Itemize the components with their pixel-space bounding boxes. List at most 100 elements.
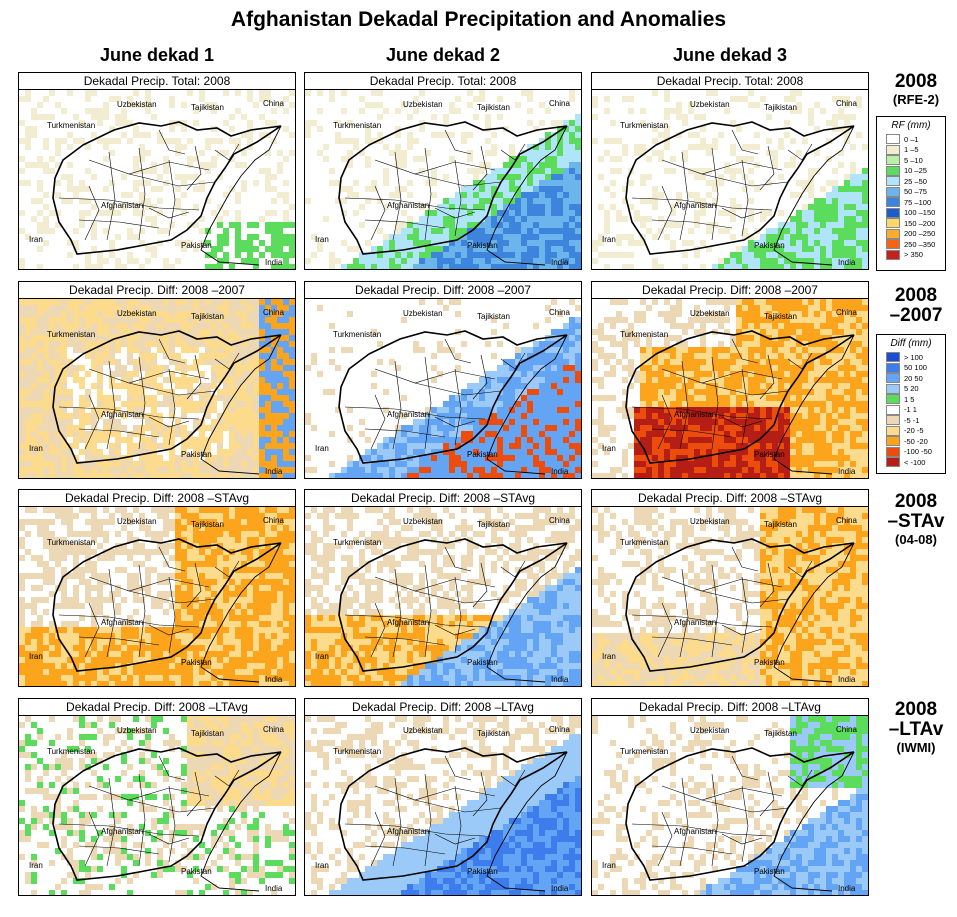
panel-title: Dekadal Precip. Diff: 2008 –STAvg [305,490,581,507]
place-label-india: India [265,467,283,476]
difference-legend-entry: < -100 [877,457,945,468]
rainfall-legend-swatch [886,218,900,229]
province-boundary [701,173,789,187]
place-label-pakistan: Pakistan [467,658,498,667]
province-boundary [78,219,160,229]
place-label-china: China [836,516,857,525]
province-boundary [214,352,240,370]
place-label-iran: Iran [29,235,43,244]
place-label-india: India [265,884,283,893]
place-label-turkmenistan: Turkmenistan [333,538,382,547]
province-boundary [661,368,783,384]
place-label-india: India [838,258,856,267]
place-label-afghanistan: Afghanistan [387,618,430,627]
place-label-uzbekistan: Uzbekistan [690,100,730,109]
province-boundary [344,823,486,837]
province-boundary [500,352,526,370]
rainfall-legend-label: 100 –150 [904,208,936,218]
place-label-afghanistan: Afghanistan [674,827,717,836]
rainfall-legend-entry: 10 –25 [877,165,945,177]
rainfall-legend-entry: > 350 [877,249,945,261]
place-label-iran: Iran [602,652,616,661]
province-boundary [424,356,432,450]
province-boundary [424,564,432,658]
place-label-india: India [838,675,856,684]
province-boundary [78,845,160,855]
raster-field [19,716,295,895]
place-label-china: China [549,725,570,734]
province-boundary [364,219,446,229]
panel-title: Dekadal Precip. Diff: 2008 –2007 [592,282,868,299]
rainfall-legend: RF (mm) 0 –1 1 –5 5 –10 10 –25 25 –50 50 –75 7… [876,116,946,271]
panel-title: Dekadal Precip. Diff: 2008 –LTAvg [592,699,868,716]
precipitation-map [19,90,295,269]
afghanistan-border [338,538,568,672]
province-boundary [84,602,100,658]
place-label-india: India [551,467,569,476]
afghanistan-border [52,538,282,672]
province-boundary [444,338,472,364]
place-label-iran: Iran [29,652,43,661]
rainfall-legend-label: 5 –10 [904,155,923,165]
province-boundary [679,360,689,450]
province-boundary [787,769,813,787]
place-label-uzbekistan: Uzbekistan [403,309,443,318]
precipitation-map [592,716,868,895]
place-label-uzbekistan: Uzbekistan [403,100,443,109]
province-boundary [444,755,472,781]
place-label-uzbekistan: Uzbekistan [117,726,157,735]
raster-field [305,299,581,478]
place-label-china: China [263,725,284,734]
province-boundary [414,590,502,604]
afghanistan-border [52,747,282,881]
place-label-turkmenistan: Turkmenistan [333,121,382,130]
place-label-china: China [549,516,570,525]
province-boundary [679,777,689,867]
afghanistan-border [625,330,855,464]
province-boundary [472,771,488,817]
place-label-china: China [836,99,857,108]
map-panel-row2-dekad1: Dekadal Precip. Diff: 2008 –2007 Uzbekist… [18,281,296,479]
difference-legend-label: 1 5 [904,394,915,404]
rainfall-legend-title: RF (mm) [891,120,931,131]
row-header-diff-ltavg: 2008 –LTAv (IWMI) [888,699,944,756]
place-label-turkmenistan: Turkmenistan [47,538,96,547]
rainfall-legend-swatch [886,197,900,208]
place-label-afghanistan: Afghanistan [101,410,144,419]
province-boundary [186,562,202,608]
place-label-afghanistan: Afghanistan [101,201,144,210]
place-label-india: India [551,675,569,684]
place-label-pakistan: Pakistan [754,867,785,876]
province-boundary [84,394,100,450]
rainfall-legend-swatch [886,165,900,176]
province-boundary [657,602,673,658]
raster-field [305,507,581,686]
place-label-uzbekistan: Uzbekistan [117,100,157,109]
province-boundary [741,785,749,863]
province-boundary [78,636,160,646]
province-boundary [657,811,673,867]
rainfall-legend-swatch [886,207,900,218]
rainfall-legend-swatch [886,155,900,166]
province-boundary [364,636,446,646]
province-boundary [711,564,719,658]
map-panel-row4-dekad2: Dekadal Precip. Diff: 2008 –LTAvg Uzbekis… [304,698,582,896]
precipitation-map [19,299,295,478]
province-boundary [158,129,186,155]
province-boundary [454,785,462,863]
raster-field [592,716,868,895]
place-label-iran: Iran [602,444,616,453]
map-panel-row1-dekad3: Dekadal Precip. Total: 2008 Uzbekistan Taj… [591,72,869,270]
place-label-india: India [838,467,856,476]
pakistan-india-border [486,125,568,266]
place-label-pakistan: Pakistan [181,867,212,876]
place-label-afghanistan: Afghanistan [387,410,430,419]
difference-legend: Diff (mm) > 100 50 100 20 50 5 20 1 5 -1 1 -5 … [876,334,946,474]
difference-legend-swatch [886,373,900,384]
difference-legend-swatch [886,446,900,457]
province-boundary [414,173,502,187]
pakistan-india-border [773,125,855,266]
place-label-afghanistan: Afghanistan [387,201,430,210]
place-label-pakistan: Pakistan [181,241,212,250]
place-label-india: India [838,884,856,893]
